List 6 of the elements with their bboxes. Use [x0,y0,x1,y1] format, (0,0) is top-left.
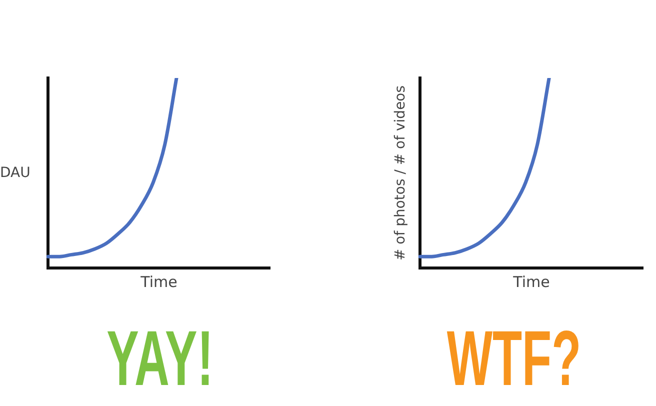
y-axis-title: # of photos / # of videos [392,85,408,261]
text: WTF? [446,314,582,402]
x-axis-title: Time [512,272,550,291]
text: YAY! [106,314,214,402]
y-axis-title: DAU [0,165,30,181]
x-axis-title: Time [140,272,178,291]
